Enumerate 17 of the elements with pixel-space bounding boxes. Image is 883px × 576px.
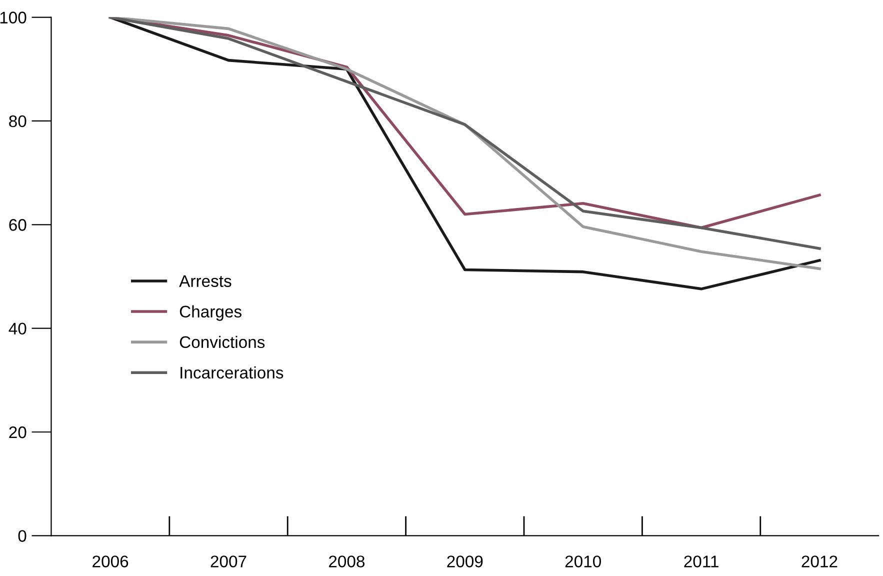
- x-tick-label: 2010: [565, 556, 601, 568]
- x-tick-label: 2009: [447, 556, 483, 568]
- y-tick-label: 80: [9, 115, 26, 128]
- legend-label: Convictions: [180, 336, 265, 348]
- y-tick-label: 40: [8, 322, 26, 335]
- y-tick-label: 60: [9, 219, 26, 231]
- x-tick-label: 2006: [92, 556, 128, 568]
- x-tick-label: 2007: [210, 556, 246, 568]
- legend-label: Arrests: [179, 275, 232, 287]
- x-tick-label: 2012: [802, 556, 838, 568]
- legend-label: Charges: [180, 305, 242, 321]
- y-tick-label: 100: [0, 12, 26, 24]
- x-tick-label: 2008: [329, 556, 365, 568]
- y-tick-label: 0: [18, 530, 26, 542]
- x-tick-label: 2011: [684, 556, 718, 568]
- y-tick-label: 20: [9, 426, 26, 438]
- legend-label: Incarcerations: [180, 366, 284, 379]
